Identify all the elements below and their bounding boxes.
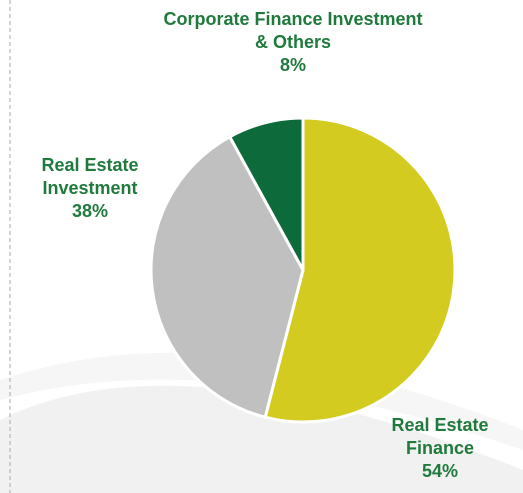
slice-name: Real Estate Investment [41,155,139,198]
pie-slice [149,135,305,419]
slice-label: Real Estate Finance 54% [365,414,515,483]
slice-name: Real Estate Finance [391,415,489,458]
slice-label: Corporate Finance Investment & Others 8% [163,8,423,77]
background-swoosh [0,385,523,493]
slice-percent: 8% [279,55,306,75]
slice-label: Real Estate Investment 38% [10,154,170,223]
slice-percent: 54% [421,461,459,481]
pie [149,116,457,424]
slice-name: Corporate Finance Investment & Others [163,9,423,52]
pie-slice [263,116,457,424]
slice-percent: 38% [71,201,109,221]
background-swoosh [0,352,523,450]
pie-slice [228,116,305,272]
